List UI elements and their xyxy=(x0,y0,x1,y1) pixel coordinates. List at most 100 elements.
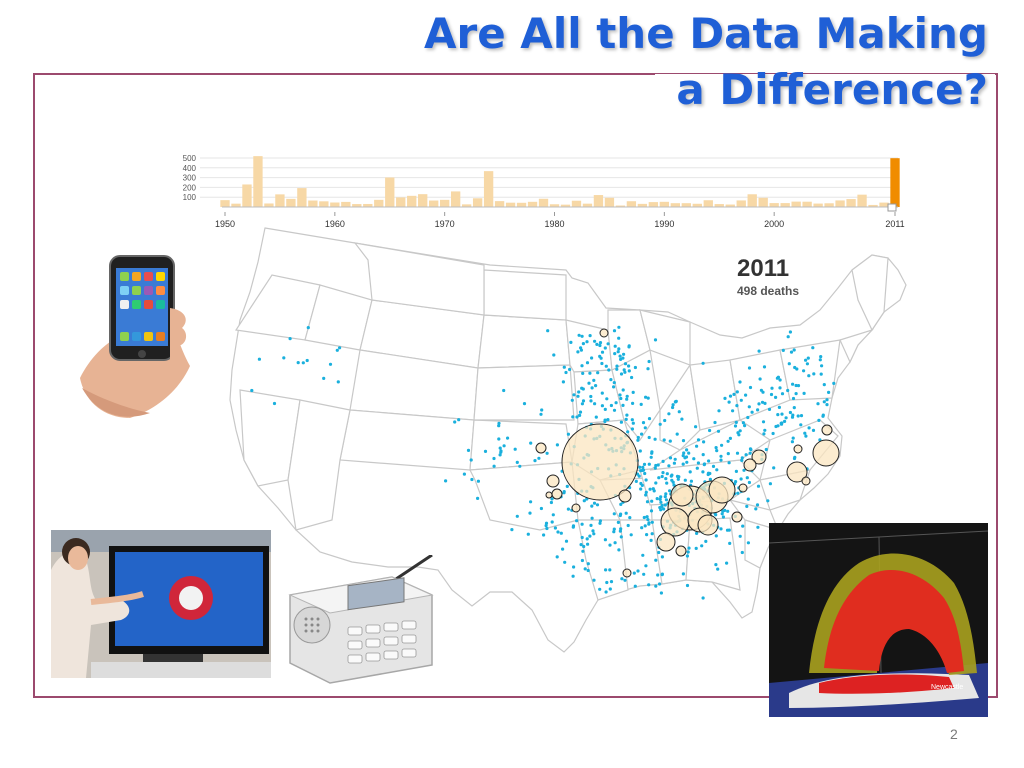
bar-1957[interactable] xyxy=(297,188,307,207)
deadly-tornado-circle[interactable] xyxy=(675,545,687,557)
bar-2003[interactable] xyxy=(802,201,812,207)
tornado-point xyxy=(743,424,747,428)
bar-1979[interactable] xyxy=(538,198,549,207)
deadly-tornado-circle[interactable] xyxy=(793,444,803,454)
bar-1973[interactable] xyxy=(472,198,483,207)
bar-1978[interactable] xyxy=(527,201,538,207)
tornado-point xyxy=(615,364,619,368)
bar-1985[interactable] xyxy=(604,197,615,207)
bar-2001[interactable] xyxy=(780,203,790,207)
tornado-point xyxy=(604,568,608,572)
bar-1965[interactable] xyxy=(385,177,395,207)
deadly-tornado-circle[interactable] xyxy=(618,489,632,503)
bar-1983[interactable] xyxy=(582,203,593,207)
bar-1956[interactable] xyxy=(286,198,296,207)
deadly-tornado-circle[interactable] xyxy=(751,449,767,465)
bar-1952[interactable] xyxy=(242,184,252,207)
bar-2010[interactable] xyxy=(879,202,889,207)
bar-2004[interactable] xyxy=(813,203,823,207)
bar-2008[interactable] xyxy=(857,194,867,207)
bar-2006[interactable] xyxy=(835,200,845,207)
deadly-tornado-circle[interactable] xyxy=(743,458,757,472)
deadly-tornado-circle[interactable] xyxy=(551,488,563,500)
bar-1982[interactable] xyxy=(571,200,582,207)
bar-1969[interactable] xyxy=(429,200,439,207)
bar-1976[interactable] xyxy=(505,202,516,207)
bar-1975[interactable] xyxy=(494,201,505,207)
bar-1992[interactable] xyxy=(681,203,691,207)
bar-1971[interactable] xyxy=(450,191,461,207)
deadly-tornado-circle[interactable] xyxy=(697,514,719,536)
deadly-tornado-circle[interactable] xyxy=(546,474,560,488)
deadly-tornado-circle[interactable] xyxy=(670,483,694,507)
deadly-tornado-circle[interactable] xyxy=(622,568,632,578)
bar-2009[interactable] xyxy=(868,204,878,207)
bar-1991[interactable] xyxy=(670,203,680,207)
deadly-tornado-circle[interactable] xyxy=(535,442,547,454)
bar-1990[interactable] xyxy=(659,201,670,207)
bar-2002[interactable] xyxy=(791,201,801,207)
bar-1960[interactable] xyxy=(330,202,340,207)
deadly-tornado-circle[interactable] xyxy=(821,424,833,436)
deadly-tornado-circle[interactable] xyxy=(599,328,609,338)
bar-1958[interactable] xyxy=(308,200,318,207)
deadly-tornado-circle[interactable] xyxy=(545,491,553,499)
bar-2007[interactable] xyxy=(846,199,856,207)
bar-1986[interactable] xyxy=(615,205,626,207)
deadly-tornado-circle[interactable] xyxy=(786,461,808,483)
bar-1980[interactable] xyxy=(549,204,560,207)
tornado-point xyxy=(726,509,730,513)
bar-1999[interactable] xyxy=(758,197,768,207)
tornado-point xyxy=(736,491,740,495)
tornado-point xyxy=(589,399,593,403)
bar-1981[interactable] xyxy=(560,204,571,207)
bar-1996[interactable] xyxy=(725,204,735,207)
tornado-point xyxy=(647,583,651,587)
bar-1994[interactable] xyxy=(703,200,713,207)
bar-1953[interactable] xyxy=(253,156,263,207)
tornado-point xyxy=(791,396,796,401)
bar-1989[interactable] xyxy=(648,202,659,207)
deadly-tornado-circle[interactable] xyxy=(738,483,748,493)
bar-1968[interactable] xyxy=(418,194,428,207)
bar-2005[interactable] xyxy=(824,203,834,207)
bar-1966[interactable] xyxy=(396,197,406,207)
deadly-tornado-circle[interactable] xyxy=(812,439,840,467)
bar-1959[interactable] xyxy=(319,201,329,207)
bar-1972[interactable] xyxy=(461,204,472,207)
bar-1964[interactable] xyxy=(374,199,384,207)
bar-1987[interactable] xyxy=(626,201,637,207)
deadly-tornado-circle[interactable] xyxy=(731,511,743,523)
bar-1950[interactable] xyxy=(220,200,230,207)
bar-1951[interactable] xyxy=(231,203,241,207)
deadly-tornado-circle[interactable] xyxy=(656,532,676,552)
bar-2011[interactable] xyxy=(890,158,900,207)
bar-2000[interactable] xyxy=(769,203,779,207)
deadly-tornado-circle[interactable] xyxy=(571,503,581,513)
year-slider-handle[interactable] xyxy=(887,203,897,212)
tornado-point xyxy=(563,560,567,564)
bar-1974[interactable] xyxy=(483,171,494,207)
bar-1998[interactable] xyxy=(747,194,757,207)
deadly-tornado-circle[interactable] xyxy=(660,507,690,537)
tornado-point xyxy=(570,398,574,402)
tornado-point xyxy=(660,474,664,479)
bar-1954[interactable] xyxy=(264,203,274,207)
bar-1984[interactable] xyxy=(593,195,604,207)
bar-1993[interactable] xyxy=(692,203,702,207)
bar-1995[interactable] xyxy=(714,204,724,207)
bar-1997[interactable] xyxy=(736,200,746,207)
bar-1963[interactable] xyxy=(363,203,373,207)
bar-1961[interactable] xyxy=(341,201,351,207)
bar-1970[interactable] xyxy=(440,199,450,207)
bar-1955[interactable] xyxy=(275,194,285,207)
bar-1977[interactable] xyxy=(516,202,527,207)
bar-1967[interactable] xyxy=(407,195,417,207)
deadly-tornado-circle[interactable] xyxy=(801,476,811,486)
deadly-tornado-circle[interactable] xyxy=(708,476,736,504)
deadly-tornado-circle[interactable] xyxy=(561,423,639,501)
bar-1988[interactable] xyxy=(637,203,648,207)
bar-1962[interactable] xyxy=(352,204,362,207)
tornado-point xyxy=(670,478,674,482)
